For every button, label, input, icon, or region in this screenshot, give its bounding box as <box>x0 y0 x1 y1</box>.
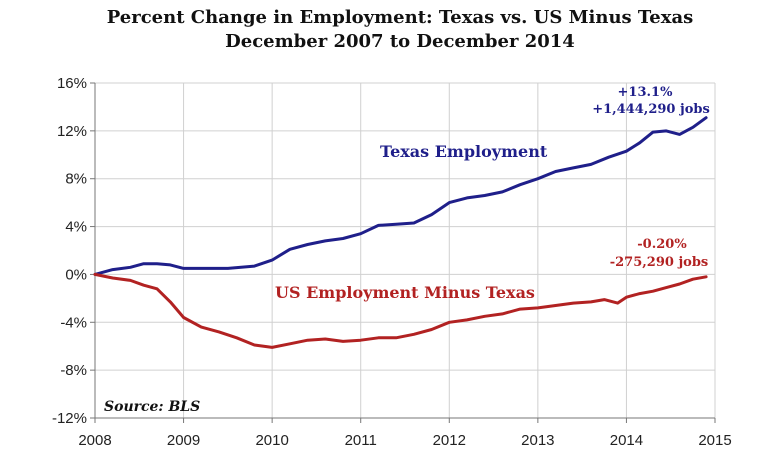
chart-subtitle: December 2007 to December 2014 <box>225 31 575 52</box>
y-tick-label: -4% <box>60 314 87 331</box>
x-tick-label: 2008 <box>78 432 111 449</box>
series-label-texas: Texas Employment <box>380 142 548 161</box>
y-tick-label: 16% <box>57 75 87 92</box>
x-tick-label: 2014 <box>610 432 643 449</box>
annotation-texas-jobs: +1,444,290 jobs <box>592 102 710 117</box>
y-tick-label: 12% <box>57 123 87 140</box>
y-tick-label: -8% <box>60 362 87 379</box>
x-tick-label: 2010 <box>255 432 288 449</box>
x-tick-label: 2011 <box>345 432 377 449</box>
y-tick-label: 4% <box>65 219 87 236</box>
series-label-us-minus-texas: US Employment Minus Texas <box>275 283 535 302</box>
chart-title-line-1: Percent Change in Employment: Texas vs. … <box>106 7 694 28</box>
x-tick-label: 2012 <box>433 432 466 449</box>
x-tick-label: 2009 <box>167 432 200 449</box>
source-note: Source: BLS <box>104 399 200 415</box>
chart-title: Percent Change in Employment: Texas vs. … <box>0 6 780 54</box>
y-tick-label: 0% <box>65 266 87 283</box>
y-tick-label: 8% <box>65 171 87 188</box>
x-tick-label: 2013 <box>521 432 554 449</box>
annotation-texas-percent: +13.1% <box>618 85 674 100</box>
annotation-us-jobs: -275,290 jobs <box>610 255 709 270</box>
x-tick-label: 2015 <box>698 432 731 449</box>
annotation-us-percent: -0.20% <box>637 237 687 252</box>
y-tick-label: -12% <box>52 410 87 427</box>
